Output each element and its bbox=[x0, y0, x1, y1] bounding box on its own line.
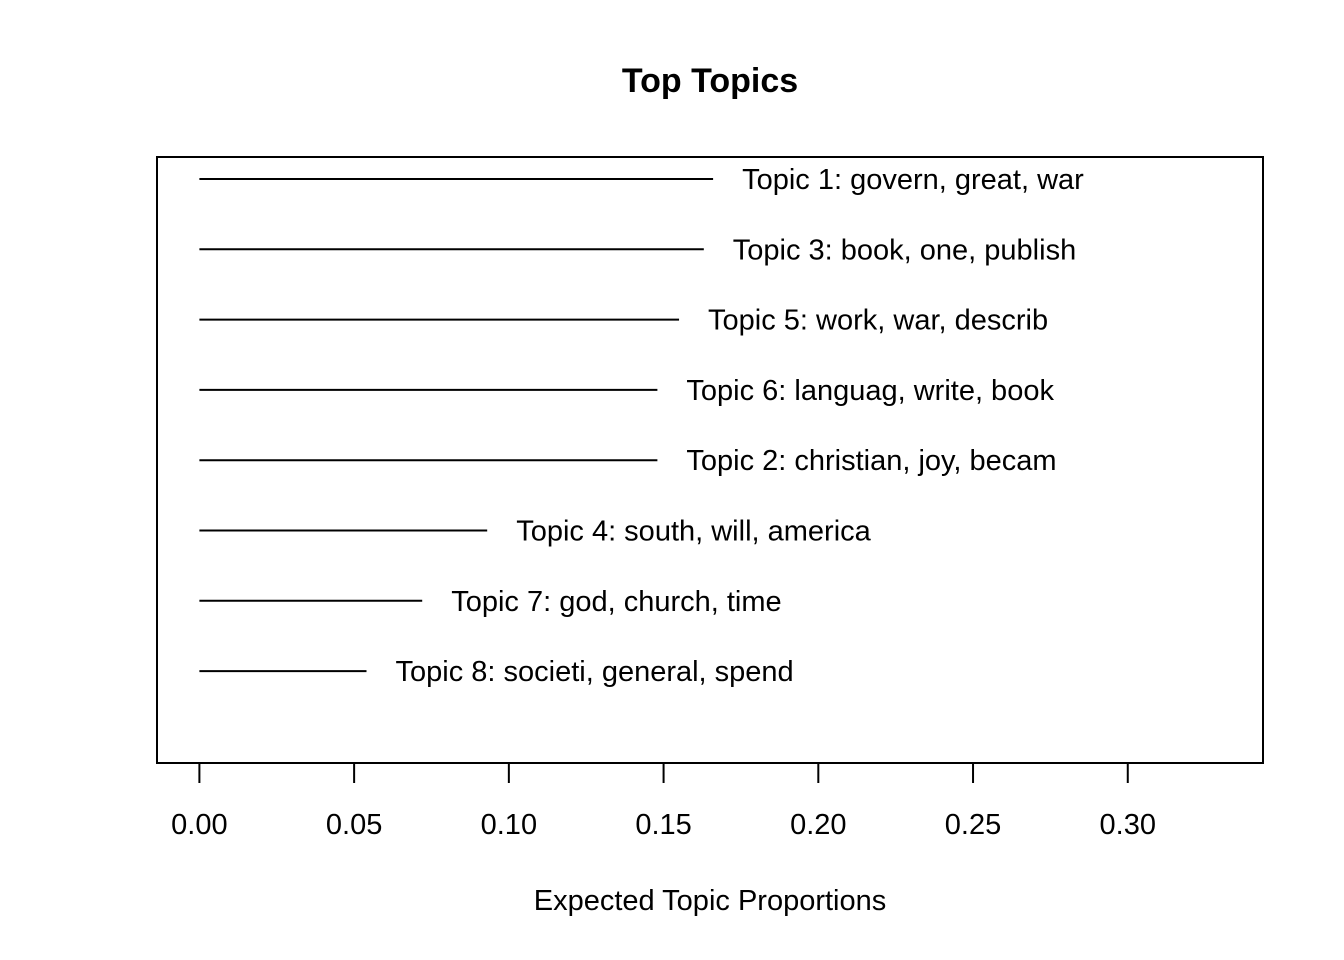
x-axis-label: Expected Topic Proportions bbox=[534, 885, 887, 917]
topic-bars bbox=[199, 178, 714, 673]
x-tick-label: 0.00 bbox=[171, 809, 227, 841]
topic-label: Topic 2: christian, joy, becam bbox=[686, 445, 1056, 477]
topic-label: Topic 6: languag, write, book bbox=[686, 375, 1054, 407]
x-tick-label: 0.25 bbox=[945, 809, 1001, 841]
topic-labels: Topic 1: govern, great, war Topic 3: book… bbox=[396, 164, 1085, 688]
chart-title: Top Topics bbox=[622, 62, 798, 100]
x-axis-ticks: 0.00 0.05 0.10 0.15 0.20 0.25 0.30 bbox=[171, 763, 1156, 841]
topic-label: Topic 1: govern, great, war bbox=[742, 164, 1084, 196]
topic-label: Topic 4: south, will, america bbox=[516, 516, 871, 548]
topic-label: Topic 7: god, church, time bbox=[451, 586, 781, 618]
topic-label: Topic 8: societi, general, spend bbox=[396, 656, 794, 688]
topic-label: Topic 3: book, one, publish bbox=[733, 234, 1076, 266]
x-tick-label: 0.30 bbox=[1100, 809, 1156, 841]
x-tick-label: 0.20 bbox=[790, 809, 846, 841]
x-tick-label: 0.05 bbox=[326, 809, 382, 841]
x-tick-label: 0.10 bbox=[481, 809, 537, 841]
x-tick-label: 0.15 bbox=[635, 809, 691, 841]
topic-label: Topic 5: work, war, describ bbox=[708, 305, 1048, 337]
